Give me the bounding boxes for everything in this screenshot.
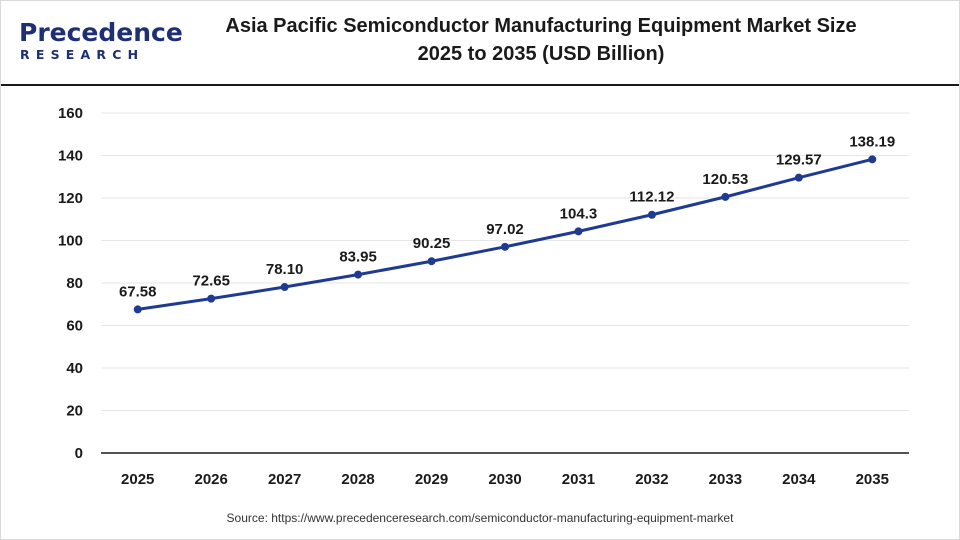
data-label: 104.3 <box>560 205 598 222</box>
chart-header: Precedence RESEARCH Asia Pacific Semicon… <box>1 1 959 86</box>
data-label: 138.19 <box>849 133 895 150</box>
x-tick-label: 2025 <box>121 471 154 488</box>
header-divider <box>1 84 959 86</box>
data-point <box>280 283 289 292</box>
data-point <box>721 192 730 201</box>
data-label: 120.53 <box>702 171 748 188</box>
y-tick-label: 100 <box>58 233 83 250</box>
data-point <box>574 227 583 236</box>
data-label: 129.57 <box>776 152 822 169</box>
data-point <box>868 155 877 164</box>
y-tick-label: 60 <box>66 318 83 335</box>
x-tick-label: 2029 <box>415 471 448 488</box>
data-point <box>647 210 656 219</box>
x-tick-label: 2033 <box>709 471 742 488</box>
logo-subtitle: RESEARCH <box>20 47 145 62</box>
source-note: Source: https://www.precedenceresearch.c… <box>226 511 734 525</box>
x-tick-label: 2035 <box>856 471 889 488</box>
x-tick-label: 2027 <box>268 471 301 488</box>
x-tick-label: 2028 <box>341 471 374 488</box>
data-label: 67.58 <box>119 283 157 300</box>
x-tick-label: 2030 <box>488 471 521 488</box>
y-tick-label: 120 <box>58 190 83 207</box>
data-point <box>133 305 142 314</box>
y-tick-label: 160 <box>58 105 83 122</box>
y-tick-label: 0 <box>75 445 83 462</box>
chart-title: Asia Pacific Semiconductor Manufacturing… <box>201 12 881 68</box>
x-tick-label: 2034 <box>782 471 816 488</box>
data-label: 78.10 <box>266 261 304 278</box>
data-point <box>207 294 216 303</box>
chart-title-line1: Asia Pacific Semiconductor Manufacturing… <box>225 15 857 37</box>
data-label: 72.65 <box>192 273 230 290</box>
data-label: 83.95 <box>339 249 377 266</box>
brand-logo: Precedence RESEARCH <box>19 19 183 69</box>
data-point <box>427 257 436 266</box>
y-tick-label: 80 <box>66 275 83 292</box>
x-tick-label: 2032 <box>635 471 668 488</box>
data-point <box>794 173 803 182</box>
y-tick-label: 20 <box>66 403 83 420</box>
data-point <box>354 270 363 279</box>
x-tick-label: 2031 <box>562 471 595 488</box>
y-tick-label: 140 <box>58 148 83 165</box>
y-tick-label: 40 <box>66 360 83 377</box>
data-label: 97.02 <box>486 221 524 238</box>
x-tick-label: 2026 <box>194 471 227 488</box>
data-label: 112.12 <box>629 189 674 206</box>
data-point <box>501 242 509 251</box>
chart-title-line2: 2025 to 2035 (USD Billion) <box>417 43 665 65</box>
data-label: 90.25 <box>413 235 451 252</box>
logo-wordmark: Precedence <box>19 18 183 47</box>
